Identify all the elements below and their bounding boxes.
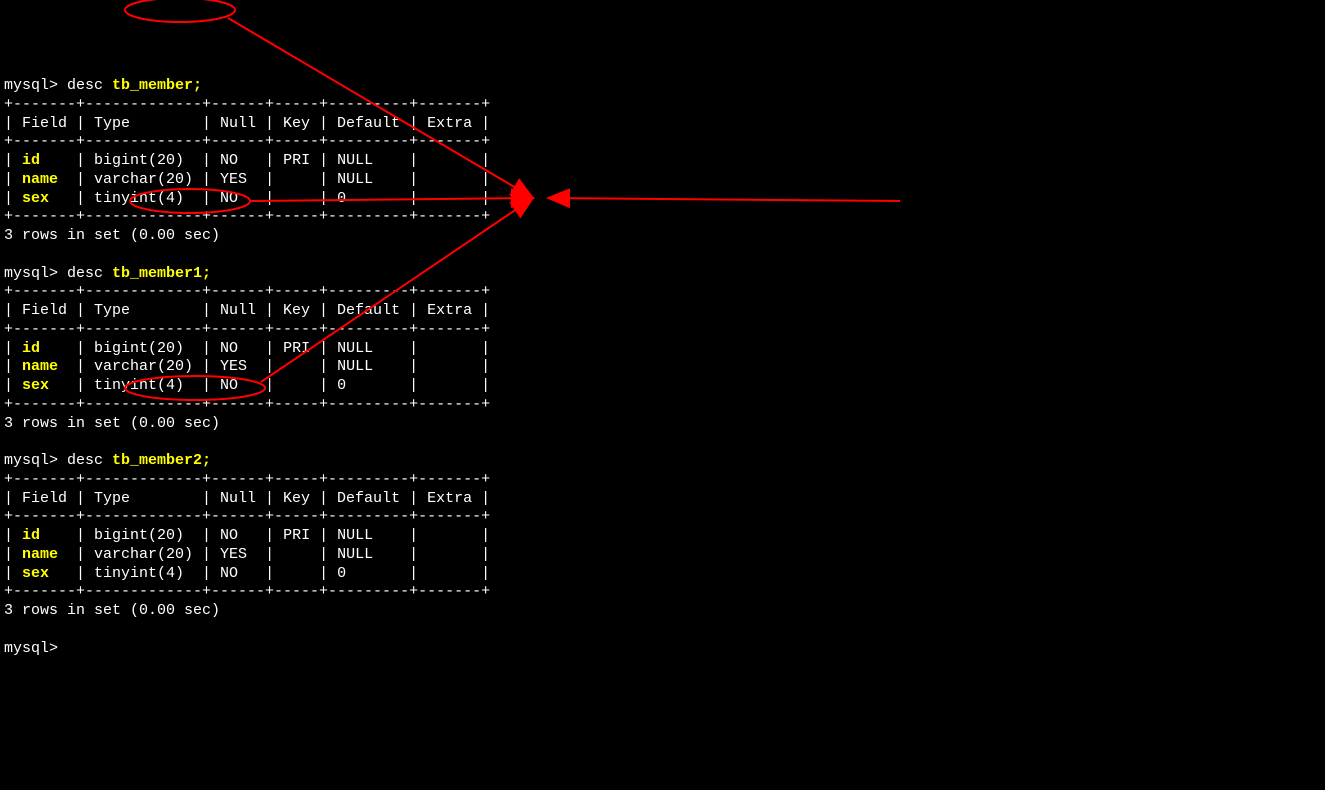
table-header: | Field | Type | Null | Key | Default | … bbox=[4, 302, 1321, 321]
table-row: | id | bigint(20) | NO | PRI | NULL | | bbox=[4, 527, 1321, 546]
mysql-prompt: mysql> bbox=[4, 640, 1321, 659]
mysql-prompt: mysql> desc tb_member; bbox=[4, 77, 1321, 96]
field-name: id bbox=[22, 152, 67, 169]
table-border: +-------+-------------+------+-----+----… bbox=[4, 208, 1321, 227]
table-border: +-------+-------------+------+-----+----… bbox=[4, 583, 1321, 602]
table-header: | Field | Type | Null | Key | Default | … bbox=[4, 115, 1321, 134]
table-border: +-------+-------------+------+-----+----… bbox=[4, 96, 1321, 115]
table-row: | sex | tinyint(4) | NO | | 0 | | bbox=[4, 190, 1321, 209]
table-name: tb_member1; bbox=[112, 265, 211, 282]
table-border: +-------+-------------+------+-----+----… bbox=[4, 396, 1321, 415]
table-name: tb_member2; bbox=[112, 452, 211, 469]
field-name: sex bbox=[22, 565, 67, 582]
field-name: id bbox=[22, 527, 67, 544]
table-name: tb_member; bbox=[112, 77, 202, 94]
result-footer: 3 rows in set (0.00 sec) bbox=[4, 415, 1321, 434]
table-row: | name | varchar(20) | YES | | NULL | | bbox=[4, 546, 1321, 565]
table-row: | sex | tinyint(4) | NO | | 0 | | bbox=[4, 565, 1321, 584]
field-name: name bbox=[22, 171, 67, 188]
blank-line bbox=[4, 246, 1321, 265]
field-name: name bbox=[22, 358, 67, 375]
table-row: | id | bigint(20) | NO | PRI | NULL | | bbox=[4, 340, 1321, 359]
table-header: | Field | Type | Null | Key | Default | … bbox=[4, 490, 1321, 509]
table-border: +-------+-------------+------+-----+----… bbox=[4, 133, 1321, 152]
field-name: name bbox=[22, 546, 67, 563]
result-footer: 3 rows in set (0.00 sec) bbox=[4, 227, 1321, 246]
terminal-output: mysql> desc tb_member;+-------+---------… bbox=[4, 77, 1321, 658]
table-row: | name | varchar(20) | YES | | NULL | | bbox=[4, 358, 1321, 377]
result-footer: 3 rows in set (0.00 sec) bbox=[4, 602, 1321, 621]
blank-line bbox=[4, 621, 1321, 640]
mysql-prompt: mysql> desc tb_member2; bbox=[4, 452, 1321, 471]
table-border: +-------+-------------+------+-----+----… bbox=[4, 471, 1321, 490]
field-name: id bbox=[22, 340, 67, 357]
table-border: +-------+-------------+------+-----+----… bbox=[4, 321, 1321, 340]
blank-line bbox=[4, 433, 1321, 452]
annotation-circle bbox=[125, 0, 235, 22]
field-name: sex bbox=[22, 377, 67, 394]
table-border: +-------+-------------+------+-----+----… bbox=[4, 283, 1321, 302]
table-row: | name | varchar(20) | YES | | NULL | | bbox=[4, 171, 1321, 190]
table-border: +-------+-------------+------+-----+----… bbox=[4, 508, 1321, 527]
field-name: sex bbox=[22, 190, 67, 207]
table-row: | sex | tinyint(4) | NO | | 0 | | bbox=[4, 377, 1321, 396]
mysql-prompt: mysql> desc tb_member1; bbox=[4, 265, 1321, 284]
table-row: | id | bigint(20) | NO | PRI | NULL | | bbox=[4, 152, 1321, 171]
